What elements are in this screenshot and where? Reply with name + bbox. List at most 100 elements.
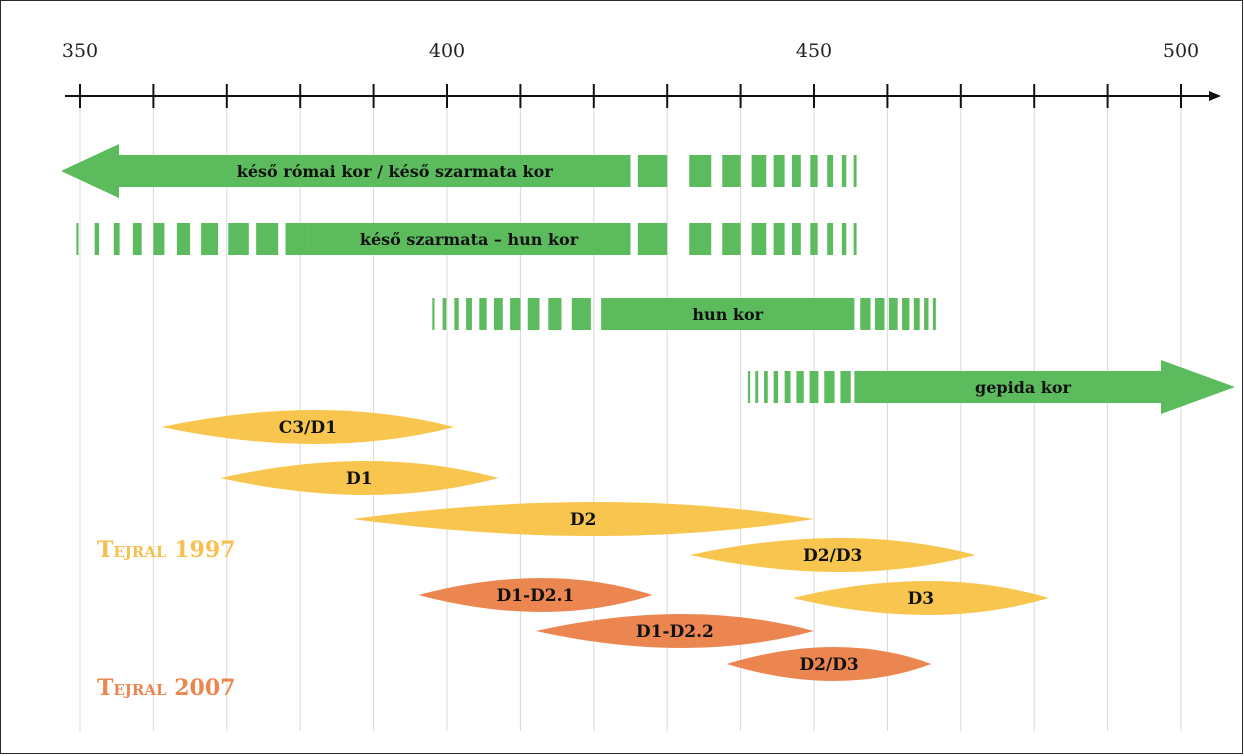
period-dash <box>784 371 791 403</box>
period-dash <box>228 223 249 255</box>
period-dash <box>689 223 712 255</box>
period-dash <box>201 223 218 255</box>
phase-2007-2: D1-D2.2 <box>535 614 814 648</box>
period-dash <box>432 298 435 330</box>
period-dash <box>796 371 804 403</box>
period-dash <box>764 371 768 403</box>
period-dash <box>913 298 920 330</box>
period-bar-4: gepida kor <box>747 360 1235 414</box>
phase-1997-3: D2 <box>352 502 814 536</box>
period-dash <box>773 155 785 187</box>
period-dash <box>637 223 668 255</box>
period-dash <box>689 155 712 187</box>
period-dash <box>479 298 487 330</box>
period-dash <box>791 155 801 187</box>
phase-1997-5-label: D3 <box>907 589 934 609</box>
phase-1997-1-label: C3/D1 <box>279 418 337 438</box>
period-dash <box>773 223 785 255</box>
period-dash <box>454 298 459 330</box>
source-label-tejral-2007: Tejral 2007 <box>97 675 235 701</box>
period-dash <box>853 223 857 255</box>
period-dash <box>256 223 279 255</box>
period-dash <box>493 298 503 330</box>
period-dash <box>874 298 885 330</box>
phase-2007-1-label: D1-D2.1 <box>496 586 574 606</box>
phase-2007-2-label: D1-D2.2 <box>636 622 714 642</box>
phase-1997-3-label: D2 <box>570 510 597 530</box>
period-dash <box>755 371 759 403</box>
phase-1997-2: D1 <box>220 461 499 495</box>
phases-tejral-2007: D1-D2.1 D1-D2.2 D2/D3 <box>418 578 932 681</box>
period-label: késő szarmata – hun kor <box>360 230 579 249</box>
period-solid-bar <box>307 223 631 255</box>
period-dash <box>853 155 857 187</box>
period-bar-1: késő római kor / késő szarmata kor <box>61 144 857 198</box>
phase-1997-1-shape <box>161 410 455 444</box>
period-dash <box>932 298 936 330</box>
period-dash <box>442 298 447 330</box>
phase-1997-4: D2/D3 <box>689 538 976 572</box>
phase-1997-1: C3/D1 <box>161 410 455 444</box>
period-dash <box>722 223 741 255</box>
period-dash <box>810 155 818 187</box>
source-label-tejral-1997: Tejral 1997 <box>97 537 235 563</box>
phase-2007-2-shape <box>535 614 814 648</box>
phase-2007-3-shape <box>726 647 932 681</box>
period-dash <box>841 155 847 187</box>
period-dash <box>510 298 521 330</box>
period-dash <box>840 371 851 403</box>
period-dash <box>548 298 562 330</box>
period-dash <box>773 371 779 403</box>
phase-1997-2-shape <box>220 461 499 495</box>
phase-2007-1: D1-D2.1 <box>418 578 653 612</box>
axis-tick-label-500: 500 <box>1163 40 1199 62</box>
period-dash <box>747 371 751 403</box>
period-arrow-right <box>854 360 1235 414</box>
period-dash <box>751 223 767 255</box>
axis-tick-label-400: 400 <box>429 40 465 62</box>
period-dash <box>132 223 142 255</box>
period-dash <box>902 298 910 330</box>
period-dash <box>827 223 834 255</box>
period-dash <box>809 371 819 403</box>
period-dash <box>888 298 898 330</box>
period-dash <box>824 371 835 403</box>
axis-tick-label-450: 450 <box>796 40 832 62</box>
period-dash <box>751 155 767 187</box>
phase-2007-1-shape <box>418 578 653 612</box>
period-dash <box>76 223 79 255</box>
phase-2007-3-label: D2/D3 <box>799 655 858 675</box>
phase-1997-4-label: D2/D3 <box>803 546 862 566</box>
period-solid-bar <box>601 298 855 330</box>
time-axis: 350 400 450 500 <box>62 40 1221 108</box>
period-label: hun kor <box>692 305 763 324</box>
axis-arrow-head <box>1209 91 1221 101</box>
period-dash <box>113 223 120 255</box>
period-dash <box>722 155 741 187</box>
period-dash <box>827 155 834 187</box>
phase-2007-3: D2/D3 <box>726 647 932 681</box>
period-label: késő római kor / késő szarmata kor <box>237 162 554 181</box>
period-dash <box>285 223 308 255</box>
period-dash <box>466 298 472 330</box>
period-bar-3: hun kor <box>432 298 936 330</box>
period-arrow-left <box>61 144 631 198</box>
phase-1997-3-shape <box>352 502 814 536</box>
phase-1997-4-shape <box>689 538 976 572</box>
period-dash <box>841 223 847 255</box>
phase-1997-5: D3 <box>792 581 1049 615</box>
phases-tejral-1997: C3/D1 D1 D2 D2/D3 D3 <box>161 410 1049 615</box>
period-dash <box>791 223 801 255</box>
period-dash <box>527 298 540 330</box>
period-dash <box>810 223 818 255</box>
period-dash <box>571 298 591 330</box>
period-dash <box>153 223 165 255</box>
phase-1997-5-shape <box>792 581 1049 615</box>
period-dash <box>637 155 668 187</box>
phase-1997-2-label: D1 <box>346 469 373 489</box>
period-dash <box>176 223 191 255</box>
period-label: gepida kor <box>975 378 1072 397</box>
axis-tick-label-350: 350 <box>62 40 98 62</box>
